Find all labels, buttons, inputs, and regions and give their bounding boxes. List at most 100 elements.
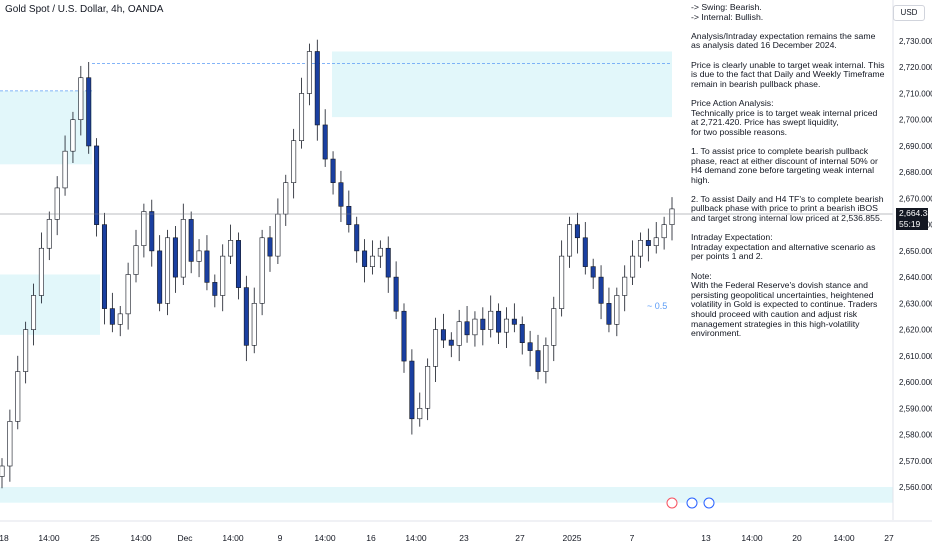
price-tick-label: 2,730.000 — [899, 37, 932, 46]
price-tick-label: 2,560.000 — [899, 483, 932, 492]
candle-body — [511, 318, 517, 325]
candle — [393, 261, 399, 320]
candle — [275, 198, 281, 264]
candle-body — [614, 295, 620, 325]
candle — [149, 199, 155, 267]
candle — [409, 349, 415, 435]
candle — [511, 303, 517, 333]
candle — [243, 275, 249, 362]
candle — [109, 292, 115, 333]
price-tick-label: 2,590.000 — [899, 404, 932, 413]
candle — [172, 225, 178, 293]
candle — [559, 240, 565, 317]
candle-body — [519, 324, 525, 344]
candle-body — [527, 342, 533, 351]
candle-body — [425, 366, 431, 409]
candle — [362, 239, 368, 283]
price-tick-label: 2,610.000 — [899, 352, 932, 361]
candle-body — [149, 211, 155, 252]
note-federal-reserve: Note: With the Federal Reserve's dovish … — [691, 270, 878, 339]
candle — [503, 307, 509, 348]
candle-body — [440, 329, 446, 341]
time-tick-label: 14:00 — [130, 533, 152, 543]
candle — [0, 458, 5, 489]
candle — [574, 212, 580, 254]
time-tick-label: 18 — [0, 533, 9, 543]
candle — [614, 287, 620, 337]
candle-body — [448, 339, 454, 346]
candle-body — [369, 255, 375, 267]
candle-body — [551, 308, 557, 346]
candle — [606, 287, 612, 333]
price-tick-label: 2,680.000 — [899, 168, 932, 177]
time-tick-label: 2025 — [563, 533, 582, 543]
candle — [228, 224, 234, 264]
time-tick-label: 16 — [366, 533, 376, 543]
candle-body — [362, 250, 368, 267]
candle — [330, 151, 336, 195]
zones-layer — [0, 51, 893, 503]
candle — [101, 212, 107, 325]
candle-body — [582, 237, 588, 267]
candle-body — [645, 240, 651, 246]
candle — [669, 197, 675, 241]
note-point-1: 1. To assist price to complete bearish p… — [691, 145, 878, 185]
candle — [369, 240, 375, 275]
note-intraday-expectation: Intraday Expectation: Intraday expectati… — [691, 232, 876, 262]
candle — [543, 337, 549, 384]
candle — [448, 332, 454, 358]
chart-title: Gold Spot / U.S. Dollar, 4h, OANDA — [5, 4, 164, 15]
candle — [401, 303, 407, 373]
time-tick-label: Dec — [177, 533, 193, 543]
candle-body — [283, 182, 289, 215]
candle — [157, 235, 163, 312]
event-icon — [686, 497, 698, 509]
candle-body — [472, 318, 478, 336]
candle — [527, 330, 533, 367]
candle-body — [567, 224, 573, 257]
candle-body — [259, 237, 265, 304]
time-tick-label: 14:00 — [314, 533, 336, 543]
price-tick-label: 2,700.000 — [899, 116, 932, 125]
candle-body — [70, 119, 76, 152]
candle-body — [38, 247, 44, 296]
candle-body — [590, 266, 596, 278]
current-price-value: 2,664.385 — [899, 208, 932, 218]
candle-body — [204, 250, 210, 283]
candle — [567, 216, 573, 268]
candle — [251, 287, 257, 354]
candle — [425, 358, 431, 421]
candle-body — [299, 93, 305, 141]
candle — [338, 170, 344, 223]
candle-body — [117, 313, 123, 325]
candle — [54, 176, 60, 236]
candle-body — [267, 237, 273, 257]
fib-level-value: 0.5 — [654, 301, 668, 311]
candle-body — [15, 371, 21, 422]
candle-body — [188, 219, 194, 262]
candle — [519, 316, 525, 355]
note-price-action: Price Action Analysis: Technically price… — [691, 97, 878, 137]
candle — [7, 409, 13, 482]
candle-body — [133, 245, 139, 275]
price-tick-label: 2,710.000 — [899, 89, 932, 98]
candle — [582, 222, 588, 275]
candle-body — [46, 219, 52, 249]
candle-body — [661, 224, 667, 239]
candle-body — [141, 211, 147, 246]
candle-body — [559, 255, 565, 309]
currency-button[interactable]: USD — [893, 5, 925, 21]
candle-body — [637, 240, 643, 257]
candle — [94, 138, 100, 237]
candle-body — [354, 224, 360, 252]
candle-body — [125, 274, 131, 315]
candle — [141, 203, 147, 258]
candle — [354, 216, 360, 263]
candle-body — [157, 250, 163, 304]
candle — [291, 128, 297, 199]
candle-body — [101, 224, 107, 309]
candle — [433, 317, 439, 383]
candle — [165, 229, 171, 316]
